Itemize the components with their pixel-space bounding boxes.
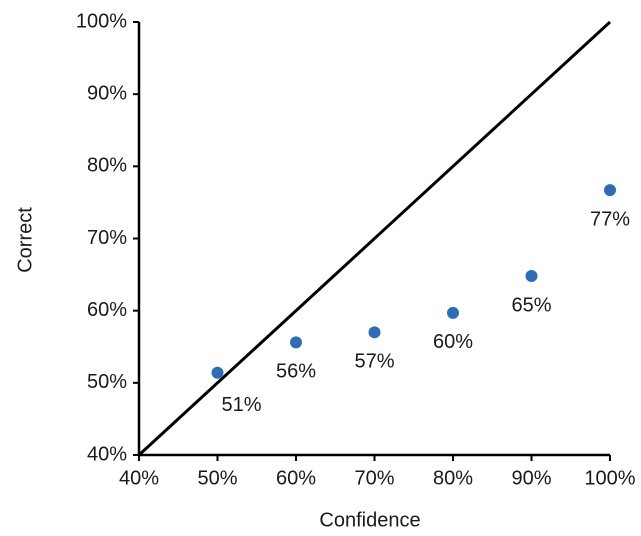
x-tick-label: 80% <box>433 467 473 489</box>
y-tick-label: 60% <box>87 299 127 321</box>
x-tick-label: 100% <box>584 467 635 489</box>
data-label: 57% <box>354 351 394 373</box>
y-axis-label: Correct <box>14 207 36 273</box>
point <box>368 326 381 339</box>
x-tick-label: 50% <box>197 467 237 489</box>
y-tick-label: 40% <box>87 443 127 465</box>
data-label: 65% <box>511 294 551 316</box>
point <box>290 336 302 349</box>
data-label: 60% <box>433 331 473 353</box>
x-axis-label: Confidence <box>319 509 420 531</box>
data-label: 77% <box>590 208 630 230</box>
data-label: 56% <box>276 361 316 383</box>
reference-line <box>137 20 612 457</box>
y-tick-label: 80% <box>87 155 127 177</box>
x-tick-label: 60% <box>276 467 316 489</box>
y-tick-label: 100% <box>76 10 127 32</box>
x-tick-label: 90% <box>511 467 551 489</box>
y-tick-label: 90% <box>87 82 127 104</box>
point <box>211 366 224 379</box>
point <box>447 306 459 319</box>
point <box>525 270 538 283</box>
y-tick-label: 70% <box>87 227 127 249</box>
x-tick-label: 40% <box>119 467 159 489</box>
x-tick-label: 70% <box>354 467 394 489</box>
point <box>604 184 616 197</box>
y-tick-label: 50% <box>87 371 127 393</box>
data-label: 51% <box>221 394 261 416</box>
